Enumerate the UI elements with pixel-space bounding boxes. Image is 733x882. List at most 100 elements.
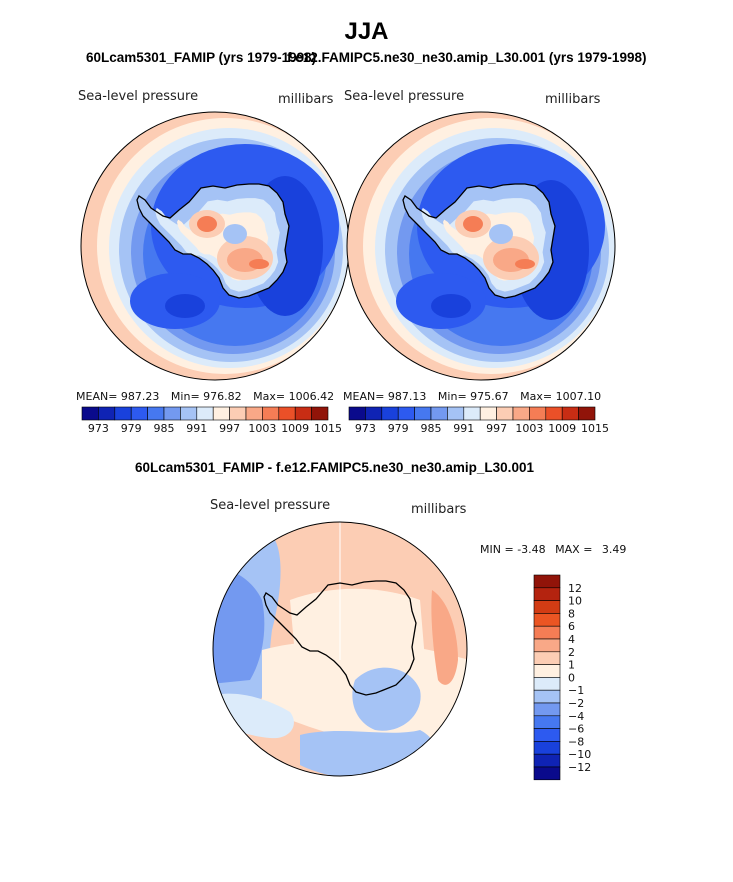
diff-colorbar-tick-label: 8 xyxy=(568,607,575,620)
panel2-colorbar-tick-label: 1003 xyxy=(515,422,543,435)
diff-colorbar-tick-label: 1 xyxy=(568,659,575,672)
panel1-min-label: Min= xyxy=(170,390,200,403)
slp-low-southwest-core xyxy=(165,294,205,318)
panel1-colorbar-swatch xyxy=(311,406,329,421)
panel2-case-title: f.e12.FAMIPC5.ne30_ne30.amip_L30.001 (yr… xyxy=(287,50,647,65)
panel2-colorbar-swatch xyxy=(447,406,465,421)
diff-map xyxy=(212,521,468,777)
panel1-colorbar-tick-label: 973 xyxy=(88,422,109,435)
diff-antarctica-coastline xyxy=(263,580,417,696)
panel2-colorbar-tick-label: 1015 xyxy=(581,422,609,435)
diff-colorbar-tick-label: 6 xyxy=(568,620,575,633)
slp-interior-dip xyxy=(489,224,513,244)
panel2-map xyxy=(346,111,616,381)
panel1-colorbar-tick-label: 1009 xyxy=(281,422,309,435)
antarctica-coastline xyxy=(402,183,556,299)
panel1-variable-label: Sea-level pressure xyxy=(78,89,199,104)
panel2-colorbar-swatch xyxy=(561,406,579,421)
diff-min-value: -3.48 xyxy=(517,543,546,556)
panel1-colorbar-swatch xyxy=(229,406,247,421)
panel1-max-value: 1006.42 xyxy=(288,390,335,403)
panel2-colorbar-swatch xyxy=(365,406,383,421)
panel1-colorbar-tick-label: 1015 xyxy=(314,422,342,435)
diff-colorbar-swatch xyxy=(533,651,561,665)
diff-colorbar-swatch xyxy=(533,638,561,653)
slp-high-east-core xyxy=(515,259,535,269)
panel1-colorbar-swatch xyxy=(294,406,312,421)
slp-high-west-core xyxy=(197,216,217,232)
diff-colorbar-tick-label: 0 xyxy=(568,671,575,684)
panel1-colorbar-tick-label: 985 xyxy=(154,422,175,435)
diff-field-near-zero-interior xyxy=(290,588,425,666)
panel2-min-label: Min= xyxy=(437,390,467,403)
panel1-colorbar-tick-label: 1003 xyxy=(248,422,276,435)
panel2-min-value: 975.67 xyxy=(470,390,509,403)
diff-colorbar-tick-label: 4 xyxy=(568,633,575,646)
panel1-colorbar-swatch xyxy=(278,406,296,421)
diff-colorbar-swatch xyxy=(533,587,561,601)
panel2-mean-value: 987.13 xyxy=(387,390,427,403)
diff-map-border xyxy=(212,521,468,777)
panel2-colorbar-swatch xyxy=(348,406,366,421)
slp-interior-dip xyxy=(223,224,247,244)
diff-max-value: 3.49 xyxy=(601,543,627,556)
diff-colorbar-swatch xyxy=(533,766,561,781)
panel2-colorbar-swatch xyxy=(463,406,481,421)
panel1-colorbar-swatch xyxy=(245,406,263,421)
panel1-colorbar-swatch xyxy=(81,406,99,421)
panel2-colorbar-swatch xyxy=(479,406,497,421)
panel1-max-label: Max= xyxy=(253,390,286,403)
panel2-colorbar-swatch xyxy=(430,406,448,421)
diff-min-label: MIN = xyxy=(480,543,514,556)
panel2-colorbar-tick-label: 979 xyxy=(388,422,409,435)
antarctica-coastline xyxy=(136,183,290,299)
diff-colorbar-tick-label: −12 xyxy=(568,761,591,774)
diff-colorbar-swatch xyxy=(533,728,561,742)
diff-stats: MIN = -3.48 MAX = 3.49 xyxy=(480,543,626,556)
panel1-colorbar-swatch xyxy=(262,406,280,421)
slp-low-southwest-core xyxy=(431,294,471,318)
panel2-colorbar-swatch xyxy=(397,406,415,421)
slp-high-west-core xyxy=(463,216,483,232)
panel2-colorbar-tick-label: 973 xyxy=(355,422,376,435)
diff-field-pos-east xyxy=(431,590,458,685)
diff-colorbar-swatch xyxy=(533,664,561,678)
diff-colorbar-tick-label: −6 xyxy=(568,723,584,736)
panel1-colorbar-swatch xyxy=(98,406,116,421)
panel2-colorbar-tick-label: 991 xyxy=(453,422,474,435)
panel1-min-value: 976.82 xyxy=(203,390,242,403)
slp-high-east-core xyxy=(249,259,269,269)
diff-field-neg-interior xyxy=(352,667,421,731)
diff-colorbar-swatch xyxy=(533,753,561,768)
panel1-case-title: 60Lcam5301_FAMIP (yrs 1979-1998) xyxy=(86,50,317,65)
diff-max-label: MAX = xyxy=(555,543,593,556)
panel2-max-value: 1007.10 xyxy=(555,390,602,403)
diff-colorbar-swatch xyxy=(533,702,561,717)
panel2-mean-label: MEAN= xyxy=(343,390,385,403)
diff-colorbar-swatch xyxy=(533,677,561,691)
panel2-colorbar-swatch xyxy=(414,406,432,421)
panel1-stats: MEAN= 987.23 Min= 976.82 Max= 1006.42 xyxy=(76,390,334,403)
figure-title: JJA xyxy=(344,18,389,45)
diff-colorbar-swatch xyxy=(533,625,561,640)
panel2-colorbar: 973 979 985 991 997 1003 1009 1015 xyxy=(348,406,609,435)
panel1-colorbar-swatch xyxy=(130,406,148,421)
diff-colorbar-tick-label: −4 xyxy=(568,710,584,723)
panel2-colorbar-swatch xyxy=(381,406,399,421)
panel2-colorbar-swatch xyxy=(512,406,530,421)
diff-colorbar-tick-label: 10 xyxy=(568,595,582,608)
diff-colorbar-swatch xyxy=(533,689,561,704)
panel1-mean-value: 987.23 xyxy=(120,390,160,403)
diff-units-label: millibars xyxy=(411,502,467,517)
panel2-stats: MEAN= 987.13 Min= 975.67 Max= 1007.10 xyxy=(343,390,601,403)
panel1-colorbar-tick-label: 979 xyxy=(121,422,142,435)
diff-variable-label: Sea-level pressure xyxy=(210,498,331,513)
panel2-colorbar-tick-label: 1009 xyxy=(548,422,576,435)
panel2-colorbar-swatch xyxy=(529,406,547,421)
panel1-colorbar-swatch xyxy=(147,406,165,421)
panel1-colorbar-tick-label: 991 xyxy=(186,422,207,435)
panel1-colorbar-tick-label: 997 xyxy=(219,422,240,435)
panel1-map xyxy=(80,111,350,381)
panel2-units-label: millibars xyxy=(545,92,601,107)
diff-colorbar-swatch xyxy=(533,741,561,755)
